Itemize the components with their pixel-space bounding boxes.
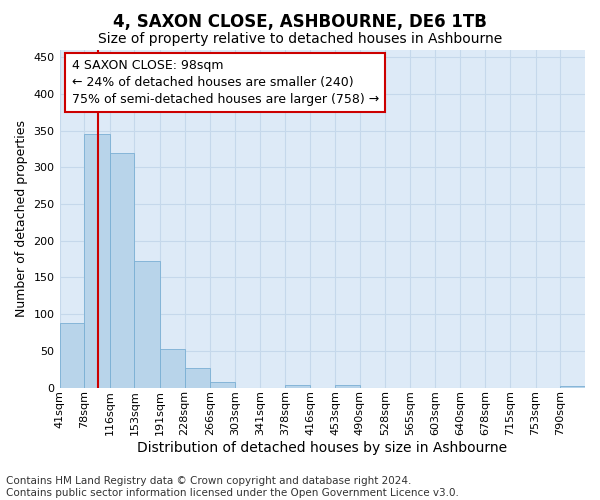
Bar <box>160 348 185 388</box>
Text: Contains HM Land Registry data © Crown copyright and database right 2024.
Contai: Contains HM Land Registry data © Crown c… <box>6 476 459 498</box>
X-axis label: Distribution of detached houses by size in Ashbourne: Distribution of detached houses by size … <box>137 441 508 455</box>
Bar <box>185 368 210 388</box>
Bar <box>59 323 84 388</box>
Text: Size of property relative to detached houses in Ashbourne: Size of property relative to detached ho… <box>98 32 502 46</box>
Bar <box>84 134 110 388</box>
Y-axis label: Number of detached properties: Number of detached properties <box>15 120 28 318</box>
Bar <box>560 386 585 388</box>
Bar <box>134 260 160 388</box>
Bar <box>285 384 310 388</box>
Text: 4 SAXON CLOSE: 98sqm
← 24% of detached houses are smaller (240)
75% of semi-deta: 4 SAXON CLOSE: 98sqm ← 24% of detached h… <box>71 59 379 106</box>
Bar <box>335 384 360 388</box>
Bar <box>110 152 134 388</box>
Text: 4, SAXON CLOSE, ASHBOURNE, DE6 1TB: 4, SAXON CLOSE, ASHBOURNE, DE6 1TB <box>113 12 487 30</box>
Bar <box>210 382 235 388</box>
